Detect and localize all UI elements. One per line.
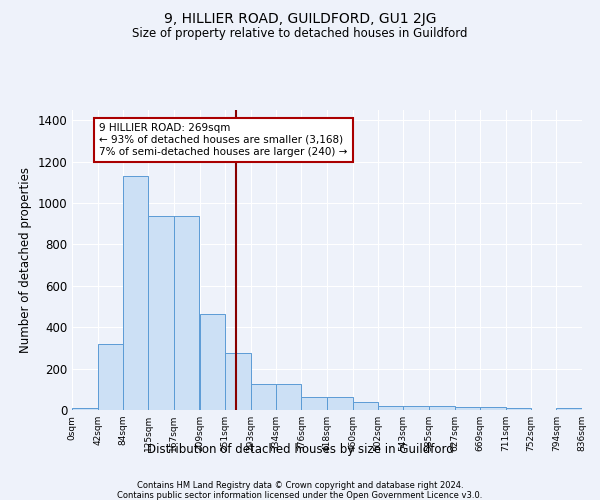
Y-axis label: Number of detached properties: Number of detached properties <box>19 167 32 353</box>
Bar <box>98 344 123 410</box>
Bar <box>506 408 531 410</box>
Bar <box>276 384 301 410</box>
Bar <box>301 396 327 410</box>
Bar <box>378 406 403 410</box>
Bar <box>251 384 276 410</box>
Bar <box>123 176 148 410</box>
Text: Size of property relative to detached houses in Guildford: Size of property relative to detached ho… <box>132 28 468 40</box>
Text: Contains HM Land Registry data © Crown copyright and database right 2024.: Contains HM Land Registry data © Crown c… <box>137 481 463 490</box>
Bar <box>403 406 429 410</box>
Bar <box>353 402 378 410</box>
Bar <box>225 353 251 410</box>
Text: Distribution of detached houses by size in Guildford: Distribution of detached houses by size … <box>146 442 454 456</box>
Bar <box>429 406 455 410</box>
Bar <box>148 216 174 410</box>
Text: 9, HILLIER ROAD, GUILDFORD, GU1 2JG: 9, HILLIER ROAD, GUILDFORD, GU1 2JG <box>164 12 436 26</box>
Text: 9 HILLIER ROAD: 269sqm
← 93% of detached houses are smaller (3,168)
7% of semi-d: 9 HILLIER ROAD: 269sqm ← 93% of detached… <box>100 124 348 156</box>
Bar <box>480 407 506 410</box>
Bar <box>72 408 98 410</box>
Bar <box>455 407 480 410</box>
Bar <box>327 396 353 410</box>
Text: Contains public sector information licensed under the Open Government Licence v3: Contains public sector information licen… <box>118 491 482 500</box>
Bar <box>556 408 582 410</box>
Bar <box>174 216 199 410</box>
Bar <box>199 314 225 410</box>
